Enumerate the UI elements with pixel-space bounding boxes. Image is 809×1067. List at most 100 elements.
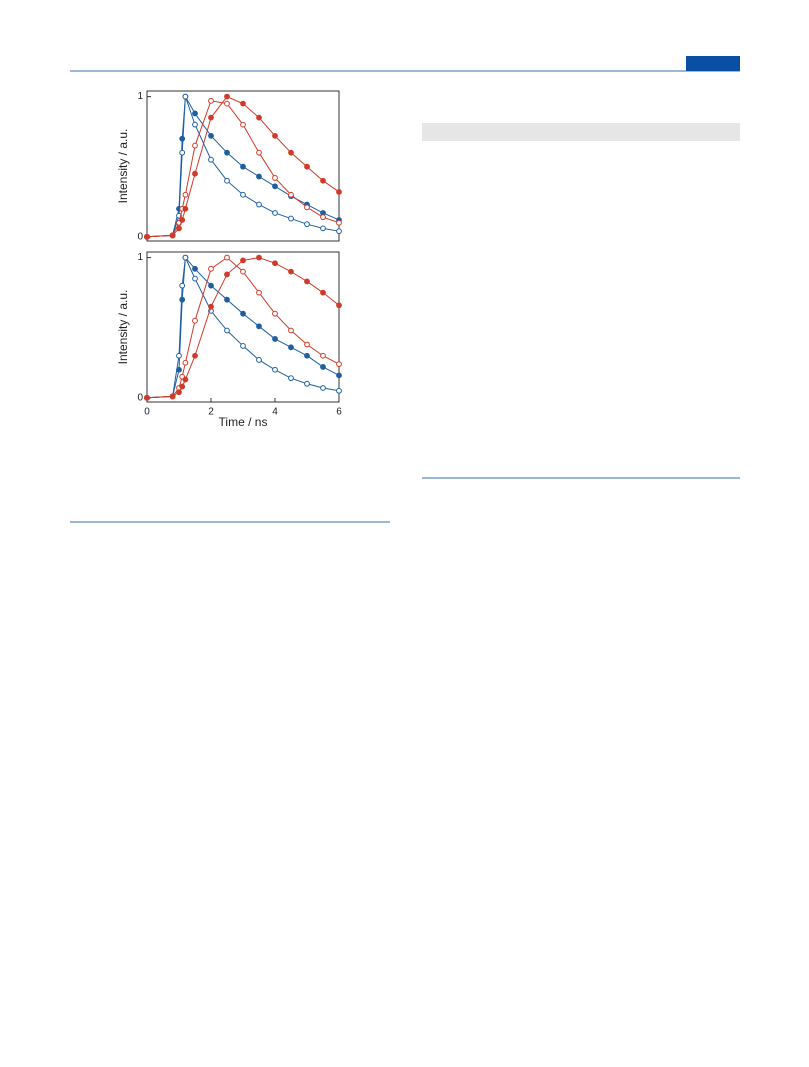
data-point xyxy=(256,201,262,208)
data-point xyxy=(256,357,262,363)
data-point xyxy=(320,385,326,391)
data-point xyxy=(179,383,186,390)
data-point xyxy=(144,233,150,240)
data-point xyxy=(304,380,310,387)
data-point xyxy=(179,149,186,156)
data-point xyxy=(208,282,214,289)
data-point xyxy=(176,352,182,359)
table-header-band xyxy=(422,123,740,141)
data-point xyxy=(336,372,342,379)
data-point xyxy=(272,260,278,267)
data-point xyxy=(240,100,246,107)
data-point xyxy=(272,366,278,373)
data-point xyxy=(224,177,230,184)
data-point xyxy=(179,282,186,289)
data-point xyxy=(224,296,230,303)
data-point xyxy=(288,191,294,198)
data-point xyxy=(240,310,246,317)
y-tick-label: 1 xyxy=(137,91,143,102)
y-tick-label: 0 xyxy=(137,231,143,242)
data-point xyxy=(240,121,246,128)
data-point xyxy=(240,268,246,275)
plot-frame xyxy=(146,90,340,242)
data-point xyxy=(192,170,198,177)
data-point xyxy=(304,341,310,348)
header-tab xyxy=(686,56,740,71)
data-point xyxy=(320,364,326,370)
data-point xyxy=(182,359,189,366)
x-tick-label: 4 xyxy=(272,407,278,418)
data-point xyxy=(224,93,230,100)
data-point xyxy=(179,135,186,142)
data-point xyxy=(208,132,214,139)
data-point xyxy=(169,393,176,400)
data-point xyxy=(192,110,198,117)
data-point xyxy=(182,376,189,383)
chart-panel: 0 1 0 2 4 6 Intensity / a.u. Time / ns xyxy=(116,251,342,429)
x-tick-label: 6 xyxy=(336,407,342,418)
data-point xyxy=(182,191,189,198)
data-point xyxy=(336,189,342,195)
x-tick-label: 0 xyxy=(144,407,150,418)
data-point xyxy=(304,204,310,211)
y-tick-label: 0 xyxy=(137,392,143,403)
data-point xyxy=(320,177,326,184)
data-point xyxy=(304,352,310,359)
data-point xyxy=(336,302,342,309)
data-point xyxy=(256,149,262,156)
data-point xyxy=(176,225,182,232)
data-point xyxy=(192,352,198,359)
data-point xyxy=(144,394,150,401)
data-point xyxy=(240,257,246,264)
data-point xyxy=(224,327,230,334)
data-point xyxy=(192,317,198,324)
data-point xyxy=(256,114,262,121)
data-point xyxy=(272,132,278,139)
data-point xyxy=(272,183,278,190)
data-point xyxy=(208,303,214,310)
data-point xyxy=(208,265,214,272)
data-point xyxy=(304,163,310,170)
data-point xyxy=(320,225,326,232)
data-point xyxy=(176,389,182,396)
data-point xyxy=(224,149,230,156)
data-point xyxy=(208,156,214,163)
data-point xyxy=(336,387,342,394)
plot-frame xyxy=(146,251,340,403)
data-point xyxy=(256,323,262,330)
data-point xyxy=(179,217,186,223)
data-point xyxy=(208,114,214,121)
data-point xyxy=(192,265,198,272)
data-point xyxy=(192,275,198,282)
x-tick-label: 2 xyxy=(208,407,214,418)
data-point xyxy=(240,163,246,170)
data-point xyxy=(336,228,342,235)
y-axis-label: Intensity / a.u. xyxy=(116,290,130,365)
data-point xyxy=(182,93,189,100)
data-point xyxy=(192,142,198,149)
data-point xyxy=(336,361,342,368)
fit-line xyxy=(146,255,340,399)
data-point xyxy=(224,254,230,261)
chart-panel: 0 1 Intensity / a.u. xyxy=(116,90,342,242)
y-axis-label: Intensity / a.u. xyxy=(116,129,130,204)
data-point xyxy=(224,271,230,278)
data-point xyxy=(192,121,198,128)
data-point xyxy=(224,100,230,107)
data-point xyxy=(169,232,176,239)
x-axis-label: Time / ns xyxy=(219,415,268,429)
data-point xyxy=(288,149,294,156)
data-point xyxy=(256,173,262,180)
data-point xyxy=(182,205,189,212)
data-point xyxy=(288,268,294,275)
data-point xyxy=(272,210,278,216)
data-point xyxy=(288,327,294,334)
data-point xyxy=(256,289,262,296)
data-point xyxy=(256,254,262,261)
data-point xyxy=(288,375,294,382)
data-point xyxy=(240,343,246,349)
data-point xyxy=(208,97,214,104)
data-point xyxy=(304,278,310,285)
data-point xyxy=(288,215,294,222)
data-point xyxy=(240,191,246,198)
